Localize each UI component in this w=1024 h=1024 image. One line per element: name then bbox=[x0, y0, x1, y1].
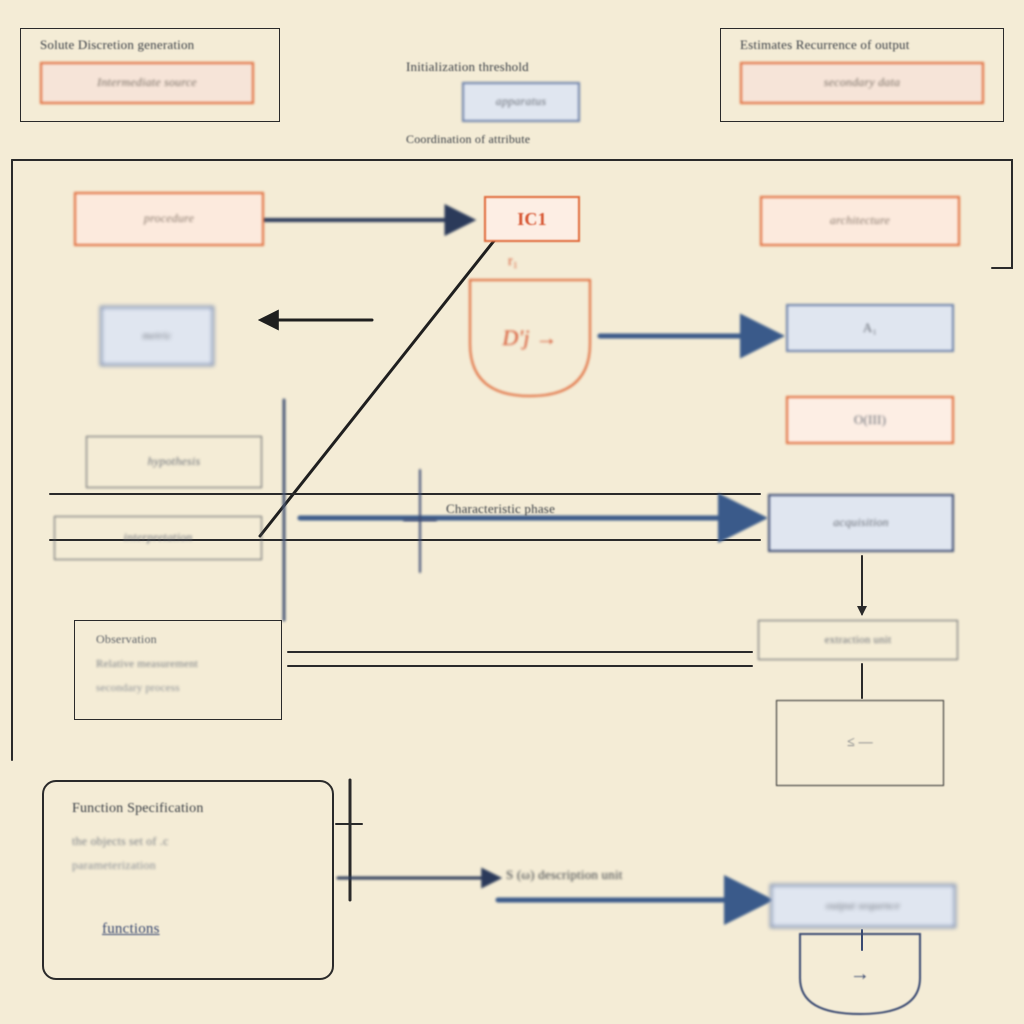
label-blue-r-target: acquisition bbox=[833, 516, 889, 530]
label-func-link: functions bbox=[102, 921, 160, 938]
node-obs-l1: Observation bbox=[90, 630, 266, 650]
node-hdr-left-title: Solute Discretion generation bbox=[34, 34, 266, 56]
label-hdr-left-box: Intermediate source bbox=[97, 76, 197, 90]
node-bottom-mid-lbl: S (ω) description unit bbox=[500, 864, 740, 886]
node-mid-anchor-l2: interpretation bbox=[54, 516, 262, 560]
label-bottom-shield: → bbox=[850, 963, 870, 986]
label-bottom-target: output sequence bbox=[826, 900, 900, 913]
label-bottom-mid-lbl: S (ω) description unit bbox=[506, 868, 623, 883]
node-mid-anchor-l: hypothesis bbox=[86, 436, 262, 488]
node-func-link: functions bbox=[96, 918, 256, 942]
node-bottom-shield: → bbox=[800, 934, 920, 1014]
node-hdr-right-title: Estimates Recurrence of output bbox=[734, 34, 990, 56]
label-mid-label: Characteristic phase bbox=[446, 502, 555, 517]
node-mid-label: Characteristic phase bbox=[440, 498, 660, 520]
node-hdr-right-box: secondary data bbox=[740, 62, 984, 104]
node-orange-r2: O(III) bbox=[786, 396, 954, 444]
node-r-small-1: extraction unit bbox=[758, 620, 958, 660]
label-func-l2: the objects set of .c bbox=[72, 835, 169, 849]
node-func-l3: parameterization bbox=[66, 856, 318, 876]
node-bottom-target: output sequence bbox=[770, 884, 956, 928]
label-ic1-sub: r₁ bbox=[508, 254, 518, 270]
node-ic1: IC1 bbox=[484, 196, 580, 242]
node-func-l2: the objects set of .c bbox=[66, 832, 318, 852]
node-ic1-sub: r₁ bbox=[502, 252, 562, 272]
node-top-center-title: Initialization threshold bbox=[400, 56, 650, 78]
label-ic1: IC1 bbox=[517, 209, 547, 230]
node-obs-l2: Relative measurement bbox=[90, 654, 280, 674]
label-top-center-sub: Coordination of attribute bbox=[406, 133, 530, 147]
label-hdr-left-title: Solute Discretion generation bbox=[40, 38, 194, 53]
node-shield: D'j → bbox=[470, 280, 590, 396]
label-obs-l2: Relative measurement bbox=[96, 658, 198, 671]
label-obs-l3: secondary process bbox=[96, 682, 180, 695]
node-obs-l3: secondary process bbox=[90, 678, 280, 698]
label-orange-l1: procedure bbox=[144, 212, 194, 226]
node-blue-r-target: acquisition bbox=[768, 494, 954, 552]
node-top-center-box: apparatus bbox=[462, 82, 580, 122]
node-orange-l1: procedure bbox=[74, 192, 264, 246]
label-mid-anchor-l: hypothesis bbox=[148, 455, 201, 469]
label-orange-r1: architecture bbox=[830, 214, 890, 228]
label-r-small-2: ≤ — bbox=[847, 735, 873, 751]
label-func-l3: parameterization bbox=[72, 859, 156, 873]
node-hdr-left-box: Intermediate source bbox=[40, 62, 254, 104]
label-obs-l1: Observation bbox=[96, 633, 157, 647]
node-func-title: Function Specification bbox=[66, 798, 310, 820]
label-shield: D'j → bbox=[502, 325, 557, 350]
label-hdr-right-box: secondary data bbox=[824, 76, 900, 90]
label-orange-r2: O(III) bbox=[854, 413, 886, 428]
node-orange-r1: architecture bbox=[760, 196, 960, 246]
label-hdr-right-title: Estimates Recurrence of output bbox=[740, 38, 910, 53]
label-func-title: Function Specification bbox=[72, 801, 204, 817]
nodes-layer: Solute Discretion generation Intermediate… bbox=[0, 0, 1024, 1024]
label-blue-l1: metric bbox=[142, 330, 171, 343]
node-top-center-sub: Coordination of attribute bbox=[400, 130, 650, 150]
label-mid-anchor-l2: interpretation bbox=[123, 531, 192, 545]
label-top-center-title: Initialization threshold bbox=[406, 60, 529, 75]
label-blue-r-a: A₁ bbox=[863, 321, 877, 336]
label-top-center-box: apparatus bbox=[496, 95, 546, 109]
label-r-small-1: extraction unit bbox=[825, 634, 892, 647]
node-blue-l1: metric bbox=[100, 306, 214, 366]
node-blue-r-a: A₁ bbox=[786, 304, 954, 352]
node-r-small-2: ≤ — bbox=[776, 700, 944, 786]
